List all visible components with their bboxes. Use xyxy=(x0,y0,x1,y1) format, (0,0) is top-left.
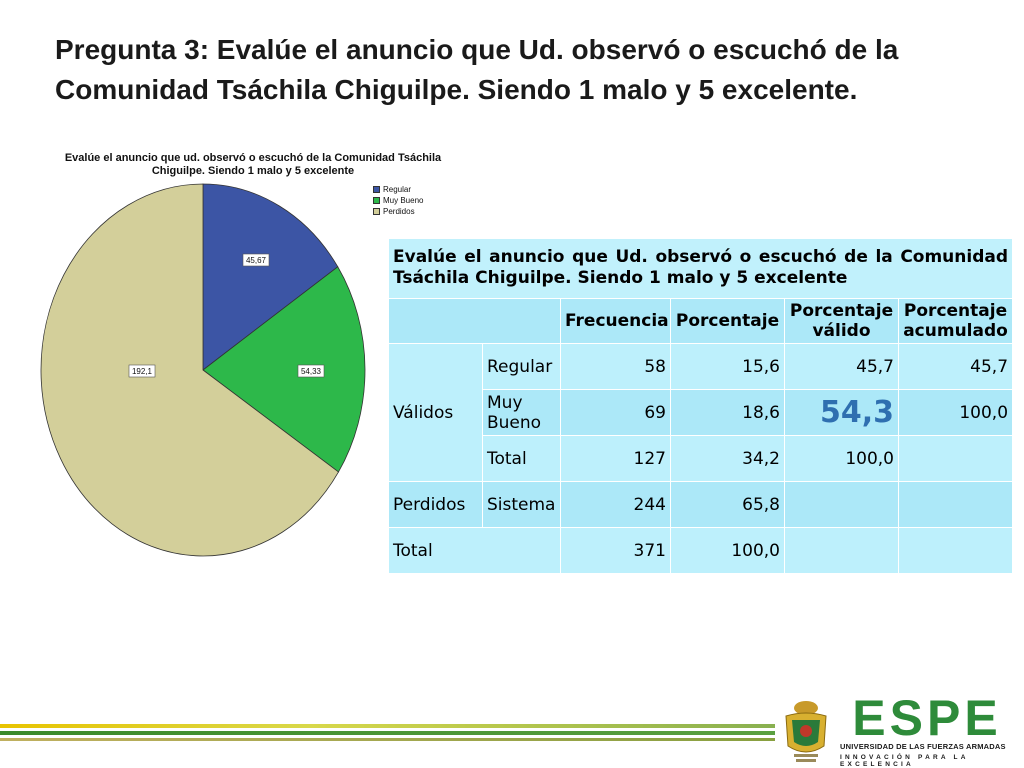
slide-title: Pregunta 3: Evalúe el anuncio que Ud. ob… xyxy=(55,34,899,105)
header-empty-cell xyxy=(388,298,561,344)
legend-swatch-muy-bueno xyxy=(373,196,380,204)
frequency-table: Evalúe el anuncio que Ud. observó o escu… xyxy=(387,238,1014,574)
header-porcentaje-acumulado: Porcentaje acumulado xyxy=(897,298,1014,344)
logo-university-name: UNIVERSIDAD DE LAS FUERZAS ARMADAS xyxy=(840,742,1006,751)
group-validos: Válidos xyxy=(388,343,483,482)
cell-regular-valido: 45,7 xyxy=(784,343,899,390)
legend-item-perdidos: Perdidos xyxy=(373,206,423,216)
pie-data-label: 45,67 xyxy=(242,253,270,267)
cell-total-frecuencia: 371 xyxy=(560,527,671,574)
cell-total-validos-acumulado xyxy=(897,435,1014,482)
cell-regular-frecuencia: 58 xyxy=(560,343,671,390)
chart-title-line2: Chiguilpe. Siendo 1 malo y 5 excelente xyxy=(151,165,355,177)
legend-item-muy-bueno: Muy Bueno xyxy=(373,195,423,205)
row-label-sistema: Sistema xyxy=(482,481,561,528)
legend-label-perdidos: Perdidos xyxy=(383,206,415,216)
cell-total-valido xyxy=(784,527,899,574)
chart-legend: Regular Muy Bueno Perdidos xyxy=(373,184,423,217)
cell-regular-acumulado: 45,7 xyxy=(897,343,1014,390)
group-perdidos: Perdidos xyxy=(388,481,483,528)
cell-sistema-valido xyxy=(784,481,899,528)
cell-total-porcentaje: 100,0 xyxy=(670,527,785,574)
cell-total-validos-valido: 100,0 xyxy=(784,435,899,482)
table-row: Total 127 34,2 100,0 xyxy=(389,435,1014,482)
group-total: Total xyxy=(388,527,561,574)
pie-slice-regular xyxy=(202,183,339,371)
university-seal-icon xyxy=(785,701,827,762)
table-row: Total 371 100,0 xyxy=(388,527,1014,574)
pie-slice-muy-bueno xyxy=(202,266,366,473)
cell-muy-bueno-porcentaje: 18,6 xyxy=(670,389,785,436)
header-porcentaje: Porcentaje xyxy=(670,298,785,344)
cell-sistema-acumulado xyxy=(897,481,1014,528)
chart-title-line1: Evalúe el anuncio que ud. observó o escu… xyxy=(64,152,442,164)
footer-line-2 xyxy=(0,731,775,735)
cell-total-validos-frecuencia: 127 xyxy=(560,435,671,482)
table-row: Perdidos Sistema 244 65,8 xyxy=(388,481,1014,528)
legend-swatch-perdidos xyxy=(373,207,380,215)
cell-regular-porcentaje: 15,6 xyxy=(670,343,785,390)
row-label-muy-bueno: Muy Bueno xyxy=(482,389,561,436)
logo-tagline: INNOVACIÓN PARA LA EXCELENCIA xyxy=(840,754,969,768)
pie-data-label-text: 54,33 xyxy=(301,367,322,376)
row-label-regular: Regular xyxy=(482,343,561,390)
row-label-total-validos: Total xyxy=(482,435,561,482)
legend-label-regular: Regular xyxy=(383,184,412,194)
legend-label-muy-bueno: Muy Bueno xyxy=(383,195,424,205)
header-frecuencia: Frecuencia xyxy=(560,298,671,344)
table-row: Válidos Regular 58 15,6 45,7 45,7 xyxy=(388,343,1014,482)
legend-item-regular: Regular xyxy=(373,184,423,194)
espe-logo-word: ESPE xyxy=(852,690,1002,746)
cell-muy-bueno-frecuencia: 69 xyxy=(560,389,671,436)
pie-data-label: 54,33 xyxy=(297,364,325,378)
pie-chart: 45,67 54,33 192,1 xyxy=(40,183,366,557)
footer-line-3 xyxy=(0,738,775,741)
cell-muy-bueno-valido: 54,3 xyxy=(784,389,899,436)
table-caption: Evalúe el anuncio que Ud. observó o escu… xyxy=(387,238,1014,299)
pie-slice-perdidos xyxy=(40,183,340,557)
cell-sistema-frecuencia: 244 xyxy=(560,481,671,528)
chart-title: Evalúe el anuncio que ud. observó o escu… xyxy=(28,152,478,178)
pie-data-label: 192,1 xyxy=(128,364,156,378)
pie-data-label-text: 45,67 xyxy=(246,256,267,265)
pie-data-label-text: 192,1 xyxy=(132,367,153,376)
legend-swatch-regular xyxy=(373,185,380,193)
table-row: Muy Bueno 69 18,6 54,3 100,0 xyxy=(389,389,1014,436)
footer-line-1 xyxy=(0,724,775,728)
cell-total-acumulado xyxy=(897,527,1014,574)
cell-sistema-porcentaje: 65,8 xyxy=(670,481,785,528)
cell-total-validos-porcentaje: 34,2 xyxy=(670,435,785,482)
cell-muy-bueno-acumulado: 100,0 xyxy=(897,389,1014,436)
pie-chart-panel: 45,67 54,33 192,1 Evalúe el anuncio que ud… xyxy=(28,148,478,578)
header-porcentaje-valido: Porcentaje válido xyxy=(784,298,899,344)
